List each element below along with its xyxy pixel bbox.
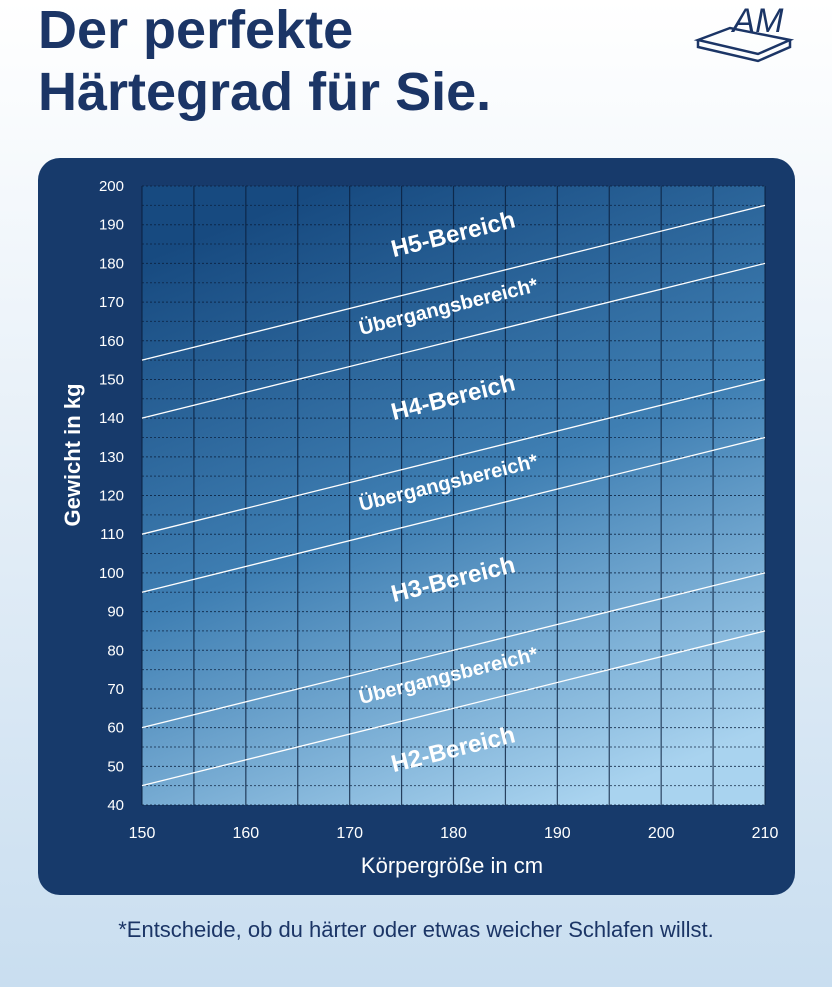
logo-icon bbox=[696, 40, 792, 63]
x-tick-label: 200 bbox=[648, 825, 675, 842]
y-tick-label: 200 bbox=[99, 178, 124, 195]
logo-text: AM bbox=[731, 2, 785, 40]
title-line: Härtegrad für Sie. bbox=[38, 62, 491, 122]
y-tick-label: 70 bbox=[107, 681, 124, 698]
zone-boundary bbox=[141, 378, 766, 535]
y-tick-label: 130 bbox=[99, 449, 124, 466]
y-tick-label: 80 bbox=[107, 642, 124, 659]
y-tick-label: 170 bbox=[99, 294, 124, 311]
x-tick-label: 170 bbox=[336, 825, 363, 842]
y-tick-label: 110 bbox=[100, 526, 124, 543]
x-tick-label: 160 bbox=[232, 825, 259, 842]
x-axis-label: Körpergröße in cm bbox=[361, 853, 543, 878]
y-tick-label: 160 bbox=[99, 333, 124, 350]
logo: AM bbox=[693, 2, 795, 63]
y-tick-label: 180 bbox=[99, 255, 124, 272]
y-tick-label: 50 bbox=[107, 758, 124, 775]
y-tick-label: 40 bbox=[107, 797, 124, 814]
zone-boundary bbox=[141, 204, 766, 361]
zone-boundary bbox=[141, 630, 766, 787]
x-tick-label: 150 bbox=[129, 825, 156, 842]
y-tick-label: 150 bbox=[99, 371, 124, 388]
zone-boundary bbox=[141, 436, 766, 593]
y-tick-label: 190 bbox=[99, 217, 124, 234]
y-tick-label: 140 bbox=[99, 410, 124, 427]
y-axis-label: Gewicht in kg bbox=[60, 383, 85, 526]
zone-boundary bbox=[141, 572, 766, 729]
y-tick-label: 60 bbox=[107, 720, 124, 737]
x-tick-label: 210 bbox=[752, 825, 779, 842]
grid bbox=[141, 185, 766, 806]
x-tick-label: 180 bbox=[440, 825, 467, 842]
y-tick-label: 100 bbox=[99, 565, 124, 582]
title-line: Der perfekte bbox=[38, 0, 353, 60]
y-tick-label: 90 bbox=[107, 604, 124, 621]
x-tick-label: 190 bbox=[544, 825, 571, 842]
y-tick-label: 120 bbox=[99, 488, 124, 505]
zone-boundary bbox=[141, 262, 766, 419]
footnote: *Entscheide, ob du härter oder etwas wei… bbox=[118, 917, 714, 942]
